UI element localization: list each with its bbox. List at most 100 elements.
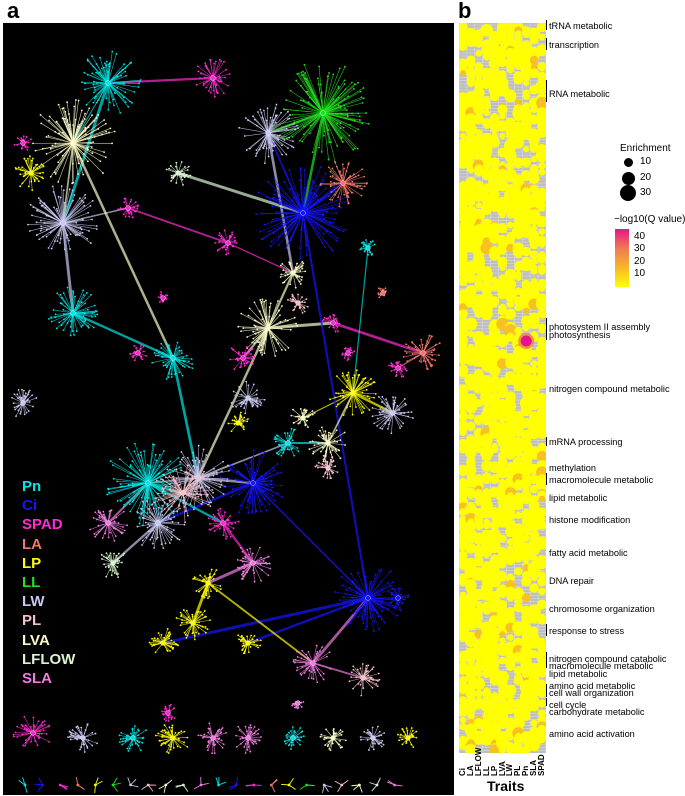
network-node (169, 542, 171, 544)
network-node (129, 464, 132, 466)
network-node (180, 451, 183, 453)
network-node (92, 516, 95, 519)
network-node (223, 486, 226, 489)
network-hub (245, 395, 251, 401)
network-node (335, 450, 338, 452)
network-node (276, 434, 279, 437)
network-node (83, 321, 85, 323)
network-spoke (298, 73, 324, 114)
network-node (372, 240, 374, 243)
network-hub (365, 595, 371, 601)
network-node (103, 151, 105, 154)
network-spoke (352, 381, 374, 394)
network-spoke (252, 482, 257, 512)
network-spoke (132, 461, 149, 484)
network-spoke (30, 172, 33, 191)
network-node (241, 418, 244, 421)
network-spoke (72, 142, 84, 175)
network-node (231, 419, 234, 422)
network-node (220, 234, 223, 237)
network-spoke (63, 292, 74, 314)
network-node (222, 92, 225, 95)
network-node (263, 451, 266, 454)
network-node (229, 467, 232, 470)
network-node (171, 647, 174, 650)
network-node (183, 172, 186, 175)
network-edge (332, 321, 424, 355)
network-hub (395, 595, 401, 601)
network-node (17, 166, 20, 169)
network-node (150, 504, 152, 506)
network-spoke (322, 68, 341, 114)
network-node (221, 470, 223, 473)
network-hub (30, 730, 36, 736)
network-spoke (267, 327, 276, 356)
network-node (294, 286, 297, 289)
network-spoke (41, 123, 74, 144)
network-node (336, 403, 339, 406)
network-node (242, 575, 245, 578)
network-node (86, 58, 89, 61)
network-spoke (87, 60, 109, 84)
network-spoke (28, 222, 64, 225)
network-node (253, 356, 256, 358)
network-node (167, 744, 170, 747)
network-node (345, 588, 348, 591)
network-spoke (312, 442, 329, 454)
network-module-spad (321, 313, 341, 333)
network-node (94, 511, 97, 514)
network-node (42, 171, 44, 174)
network-node (139, 80, 141, 83)
network-node (140, 507, 142, 510)
network-node (401, 364, 404, 367)
network-spoke (17, 732, 34, 738)
network-spoke (321, 92, 324, 114)
network-node (301, 106, 304, 109)
network-node (231, 405, 234, 408)
network-node (128, 215, 131, 218)
network-node (91, 315, 93, 318)
network-node (206, 628, 209, 631)
network-spoke (252, 482, 273, 497)
network-node (12, 735, 15, 738)
network-node (27, 393, 30, 396)
network-node (339, 457, 342, 460)
network-node (131, 744, 134, 746)
network-node (269, 116, 272, 119)
network-node (278, 203, 281, 206)
network-spoke (284, 181, 304, 214)
network-node (166, 634, 169, 637)
network-spoke (212, 77, 225, 94)
network-node (205, 80, 208, 83)
network-node (20, 397, 22, 400)
network-node (83, 312, 86, 315)
network-node (400, 425, 403, 428)
network-node (26, 148, 29, 151)
network-node (244, 462, 247, 465)
network-node (345, 374, 348, 377)
network-node (404, 402, 406, 405)
network-node (236, 359, 239, 362)
network-node (244, 650, 246, 653)
network-node (136, 204, 139, 207)
network-spoke (252, 452, 265, 484)
network-node (247, 384, 250, 387)
network-spoke (322, 102, 363, 114)
network-node (252, 337, 255, 340)
network-node (123, 83, 125, 85)
network-node (280, 273, 283, 276)
network-spoke (146, 501, 159, 524)
network-spoke (300, 662, 314, 674)
network-node (352, 687, 354, 690)
network-node (305, 663, 308, 665)
network-node (249, 495, 252, 498)
network-node (292, 408, 294, 411)
network-node (336, 325, 338, 328)
network-node (337, 392, 340, 395)
network-node (122, 213, 125, 216)
network-node (214, 60, 217, 63)
network-node (303, 168, 306, 171)
network-node (432, 349, 435, 352)
network-node (368, 409, 371, 411)
network-node (347, 163, 350, 166)
